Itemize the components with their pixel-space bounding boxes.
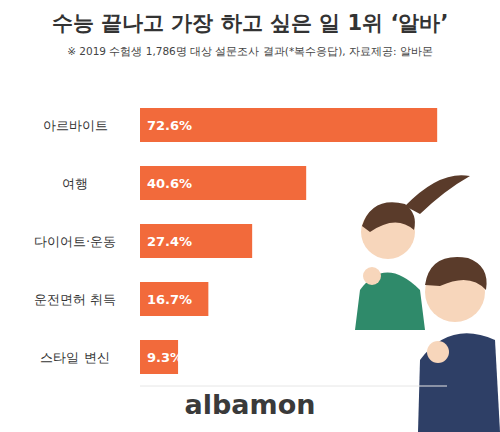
data-label: 16.7% bbox=[147, 292, 192, 307]
title: 수능 끝나고 가장 하고 싶은 일 1위 ‘알바’ bbox=[52, 11, 449, 35]
illustration-part bbox=[363, 267, 381, 285]
data-label: 40.6% bbox=[147, 176, 192, 191]
category-label: 아르바이트 bbox=[43, 118, 108, 133]
illustration-part bbox=[405, 175, 470, 214]
category-label: 운전면허 취득 bbox=[34, 292, 116, 307]
illustration-part bbox=[418, 333, 500, 432]
data-label: 9.3% bbox=[147, 350, 183, 365]
illustration bbox=[355, 175, 500, 432]
bar bbox=[140, 166, 306, 200]
background bbox=[0, 0, 500, 432]
chart-root: 수능 끝나고 가장 하고 싶은 일 1위 ‘알바’ ※ 2019 수험생 1,78… bbox=[0, 0, 500, 432]
bar bbox=[140, 108, 437, 142]
logo: albamon bbox=[185, 389, 316, 420]
bar bbox=[140, 282, 208, 316]
illustration-part bbox=[425, 257, 487, 290]
bars bbox=[140, 108, 437, 374]
x-axis-line bbox=[140, 386, 447, 387]
category-label: 다이어트·운동 bbox=[34, 234, 116, 249]
data-label: 27.4% bbox=[147, 234, 192, 249]
category-label: 여행 bbox=[62, 176, 88, 191]
bar bbox=[140, 224, 252, 258]
illustration-part bbox=[427, 341, 449, 363]
data-label: 72.6% bbox=[147, 118, 192, 133]
subtitle: ※ 2019 수험생 1,786명 대상 설문조사 결과(*복수응답), 자료제… bbox=[67, 45, 433, 57]
category-label: 스타일 변신 bbox=[40, 350, 109, 365]
